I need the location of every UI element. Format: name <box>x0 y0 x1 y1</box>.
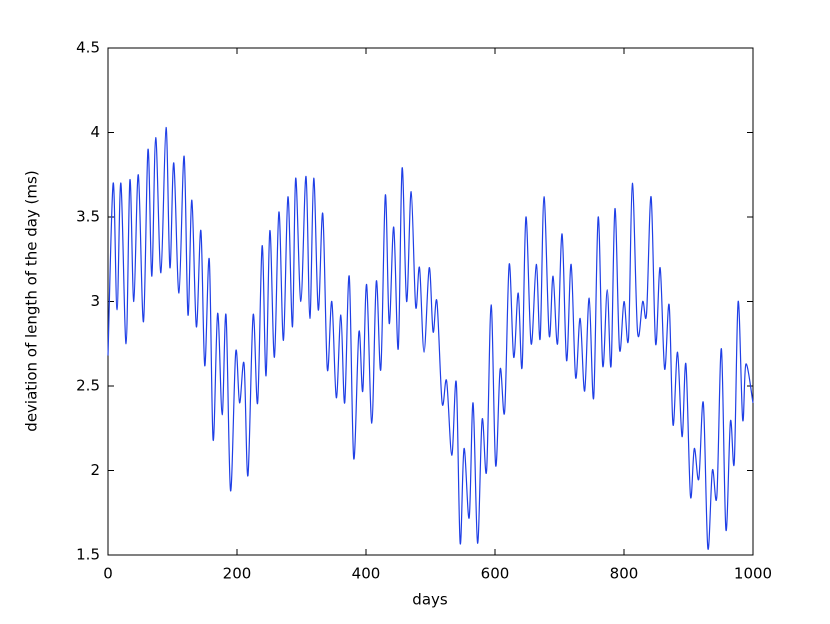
x-tick-label: 1000 <box>734 565 772 583</box>
x-tick-label: 400 <box>352 565 381 583</box>
data-line <box>107 126 754 550</box>
y-tick-label: 3 <box>90 292 100 310</box>
x-tick-label: 800 <box>610 565 639 583</box>
y-tick-label: 2.5 <box>76 377 100 395</box>
x-tick-label: 200 <box>223 565 252 583</box>
y-tick-label: 3.5 <box>76 208 100 226</box>
y-axis-label: deviation of length of the day (ms) <box>23 170 41 431</box>
y-tick-label: 4 <box>90 123 100 141</box>
x-axis-label: days <box>412 591 448 609</box>
y-tick-label: 2 <box>90 461 100 479</box>
y-tick-label: 1.5 <box>76 546 100 564</box>
x-tick-label: 600 <box>481 565 510 583</box>
y-tick-label: 4.5 <box>76 39 100 57</box>
x-tick-label: 0 <box>103 565 113 583</box>
